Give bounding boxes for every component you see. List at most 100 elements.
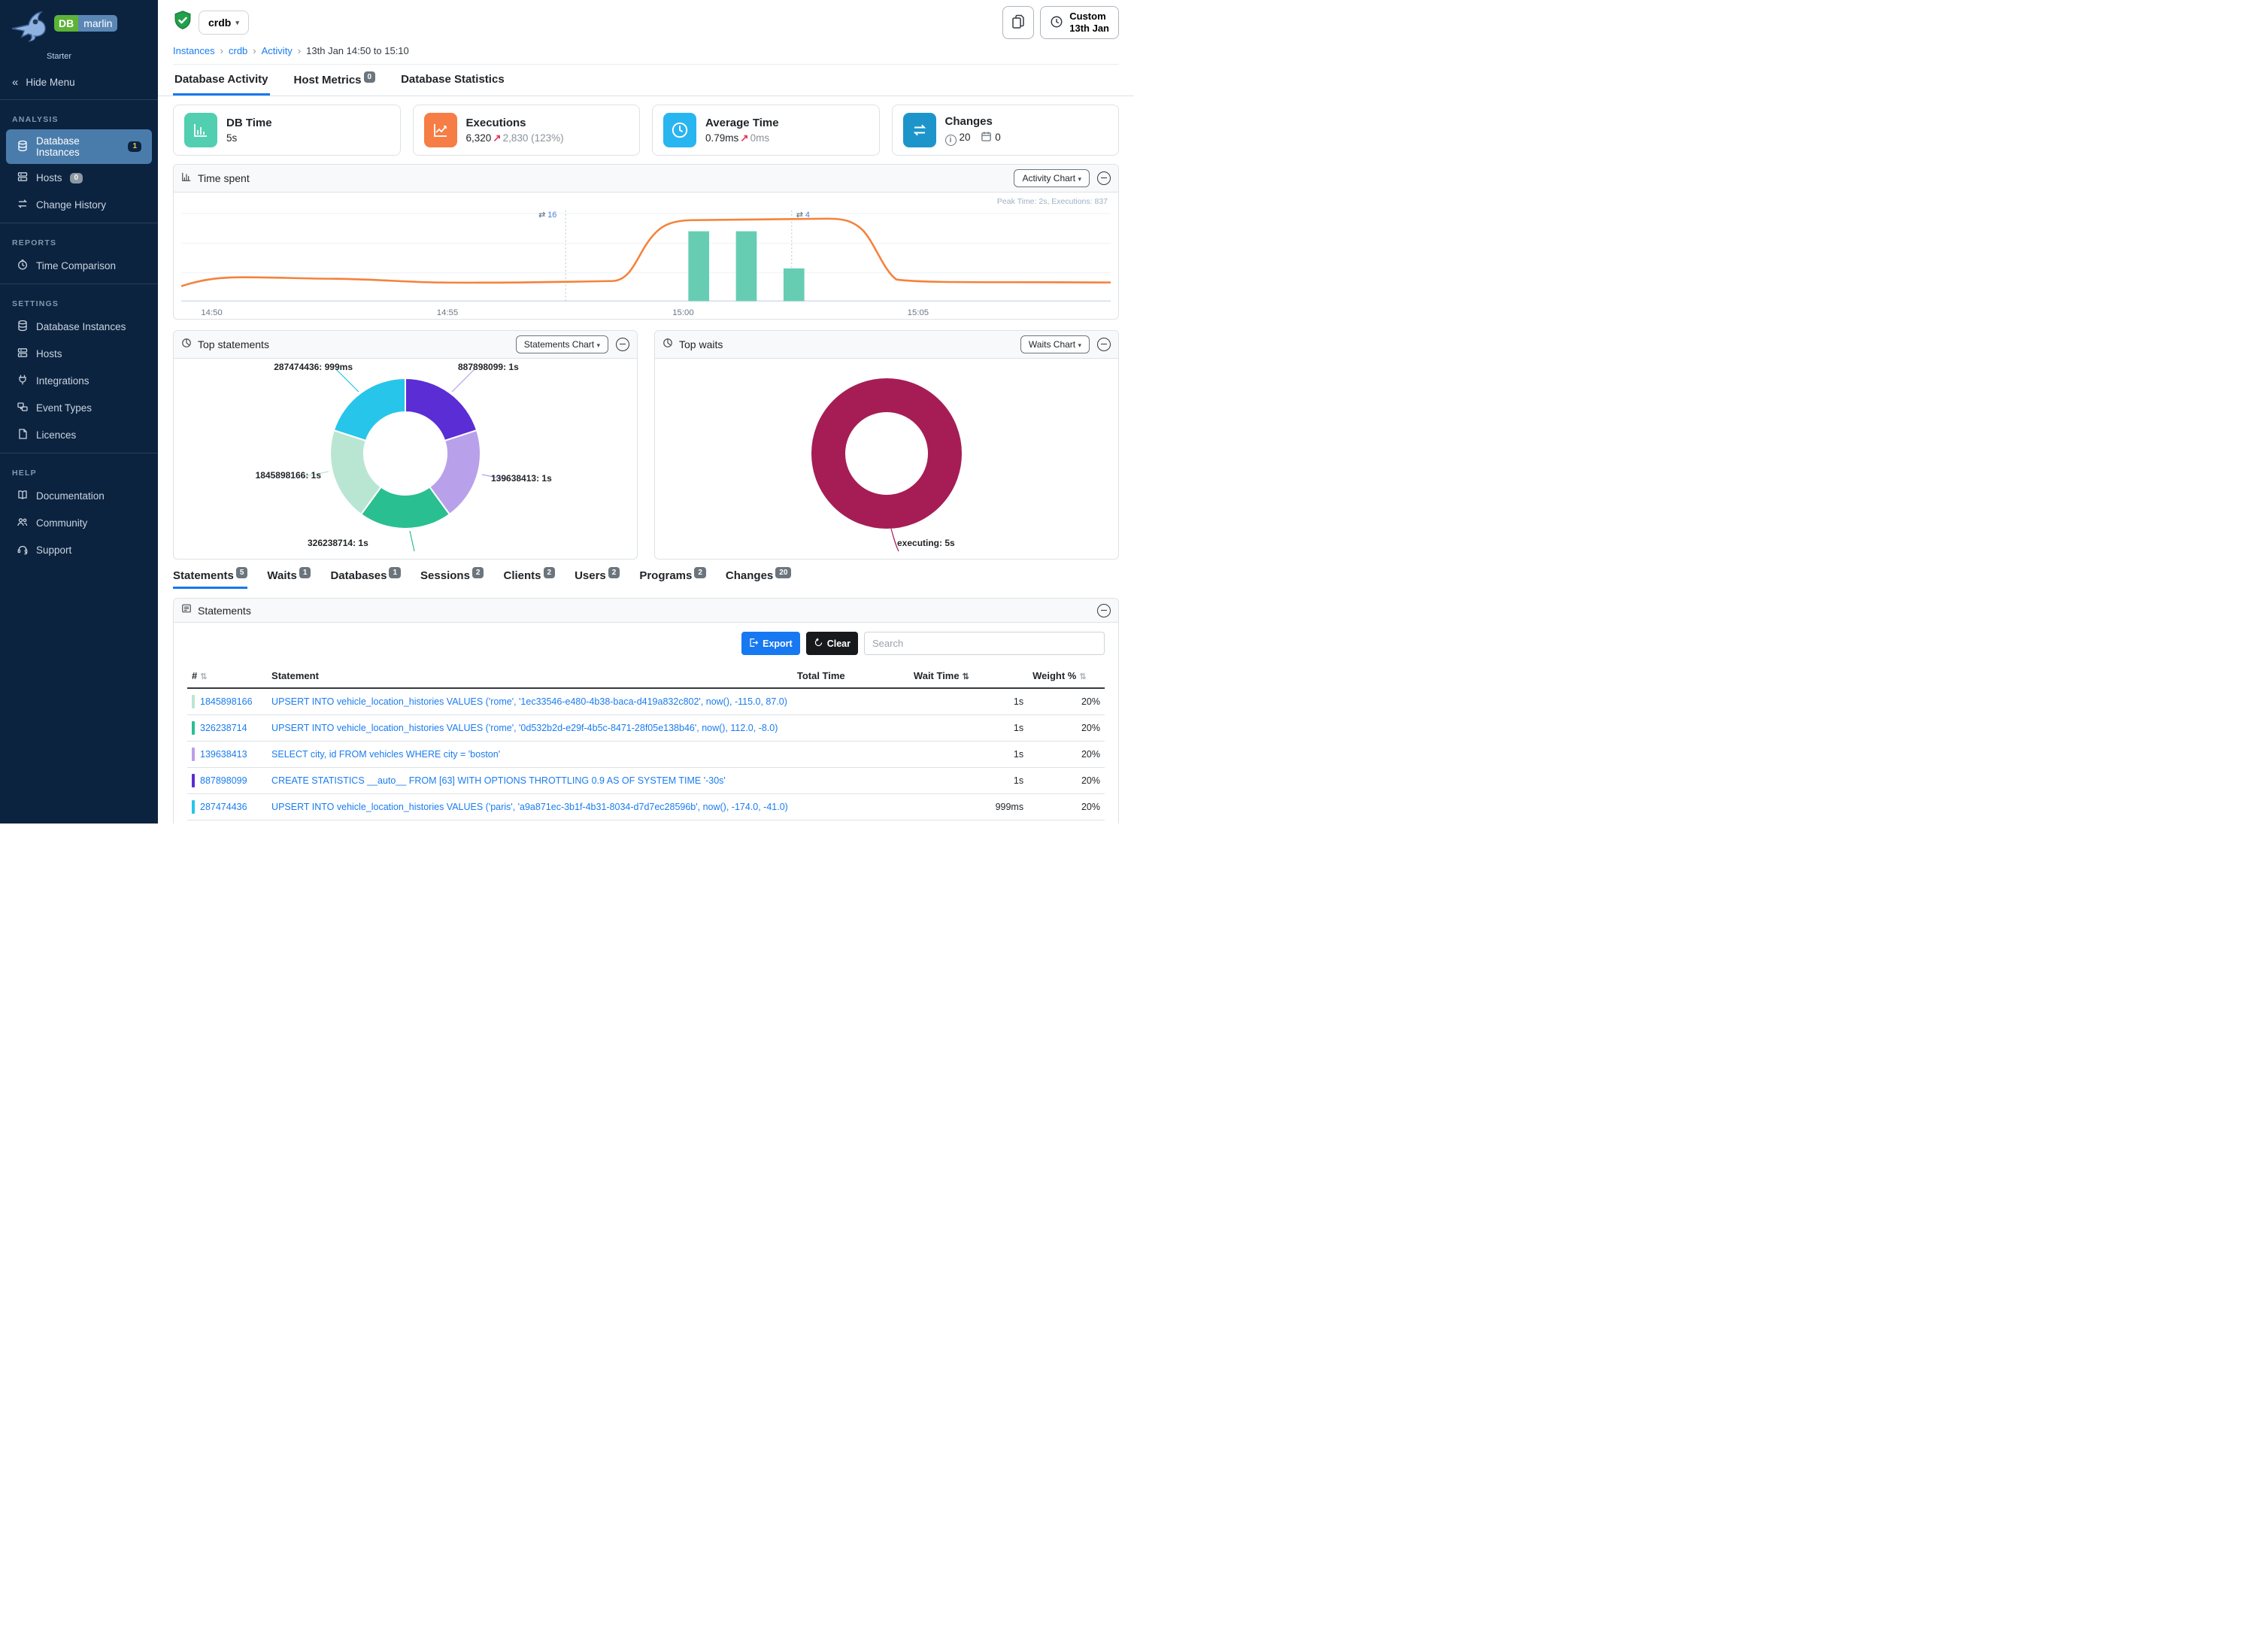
weight-value: 20%: [1028, 767, 1105, 794]
weight-value: 20%: [1028, 714, 1105, 742]
line-chart-icon: [423, 113, 457, 147]
sidebar-item-event-types[interactable]: Event Types: [6, 395, 152, 421]
tab-sessions[interactable]: Sessions 2: [420, 567, 484, 589]
collapse-panel-icon[interactable]: [1097, 338, 1111, 351]
copy-link-button[interactable]: [1002, 6, 1035, 39]
tab-changes[interactable]: Changes 20: [726, 567, 792, 589]
column-header-weight[interactable]: Weight % ⇅: [1028, 664, 1105, 689]
weight-value: 20%: [1028, 688, 1105, 715]
statements-donut-chart[interactable]: 287474436: 999ms 887898099: 1s 184589816…: [174, 359, 637, 559]
tab-users[interactable]: Users 2: [575, 567, 620, 589]
change-marker-label[interactable]: ⇄ 4: [796, 211, 810, 220]
collapse-panel-icon[interactable]: [616, 338, 629, 351]
hide-menu-button[interactable]: « Hide Menu: [12, 76, 75, 89]
time-range-mode: Custom: [1069, 10, 1106, 22]
swap-arrows-icon: ⇄: [796, 211, 803, 220]
statement-sql-link[interactable]: UPSERT INTO vehicle_location_histories V…: [271, 802, 788, 812]
tab-statements[interactable]: Statements 5: [173, 567, 248, 589]
statements-chart-selector[interactable]: Statements Chart ▾: [515, 335, 608, 353]
marlin-fish-icon: [11, 9, 54, 46]
breadcrumb-instances[interactable]: Instances: [173, 45, 215, 56]
count-badge: 0: [69, 172, 83, 184]
sidebar-item-community[interactable]: Community: [6, 510, 152, 536]
statement-id-link[interactable]: 139638413: [200, 749, 247, 760]
search-input[interactable]: [864, 632, 1105, 655]
sidebar-item-settings-database-instances[interactable]: Database Instances: [6, 314, 152, 340]
table-row: 326238714 UPSERT INTO vehicle_location_h…: [187, 714, 1105, 742]
tab-databases[interactable]: Databases 1: [330, 567, 402, 589]
bar-chart-icon: [184, 113, 217, 147]
statement-sql-link[interactable]: SELECT city, id FROM vehicles WHERE city…: [271, 749, 501, 760]
instance-selector[interactable]: crdb ▾: [199, 11, 249, 35]
column-header-wait-time[interactable]: Wait Time ⇅: [908, 664, 1029, 689]
statement-sql-link[interactable]: UPSERT INTO vehicle_location_histories V…: [271, 696, 787, 707]
pie-chart-icon: [663, 338, 673, 352]
copy-icon: [1011, 14, 1025, 32]
section-reports: REPORTS: [12, 238, 57, 247]
weight-value: 20%: [1028, 741, 1105, 768]
activity-chart-selector[interactable]: Activity Chart ▾: [1014, 169, 1090, 187]
statement-color-bar: [192, 800, 195, 814]
statement-sql-link[interactable]: UPSERT INTO vehicle_location_histories V…: [271, 723, 778, 733]
statement-id-link[interactable]: 1845898166: [200, 696, 253, 707]
column-header-total-time[interactable]: Total Time: [792, 664, 909, 689]
pie-chart-icon: [181, 338, 192, 352]
people-icon: [17, 516, 29, 530]
statement-color-bar: [192, 748, 195, 761]
column-header-statement[interactable]: Statement: [267, 664, 793, 689]
wait-time-value: 1s: [908, 767, 1029, 794]
waits-chart-selector[interactable]: Waits Chart ▾: [1020, 335, 1090, 353]
clear-button[interactable]: Clear: [805, 632, 858, 655]
db-time-line: [181, 217, 1111, 287]
top-statements-panel: Top statements Statements Chart ▾: [173, 330, 638, 560]
time-range-button[interactable]: Custom 13th Jan: [1040, 6, 1119, 39]
collapse-panel-icon[interactable]: [1097, 171, 1111, 185]
statement-id-link[interactable]: 887898099: [200, 775, 247, 786]
tab-clients[interactable]: Clients 2: [503, 567, 556, 589]
table-toolbar: Export Clear: [187, 632, 1105, 655]
sidebar-item-settings-hosts[interactable]: Hosts: [6, 341, 152, 367]
change-marker-label[interactable]: ⇄ 16: [538, 211, 556, 220]
breadcrumb-activity[interactable]: Activity: [261, 45, 293, 56]
sidebar-item-time-comparison[interactable]: Time Comparison: [6, 253, 152, 279]
count-badge: 1: [389, 567, 402, 578]
export-button[interactable]: Export: [741, 632, 800, 655]
x-axis-tick: 14:50: [201, 308, 222, 317]
sidebar-item-support[interactable]: Support: [6, 537, 152, 563]
sidebar-item-integrations[interactable]: Integrations: [6, 368, 152, 394]
waits-donut-chart[interactable]: executing: 5s: [655, 359, 1118, 559]
panel-title: Time spent: [198, 172, 250, 184]
executions-bar: [688, 231, 710, 302]
tab-database-activity[interactable]: Database Activity: [173, 65, 270, 96]
clock-icon: [1050, 15, 1063, 31]
server-icon: [17, 171, 29, 185]
database-icon: [17, 140, 29, 154]
export-icon: [749, 638, 759, 650]
tab-host-metrics[interactable]: Host Metrics 0: [293, 65, 377, 96]
sidebar-item-hosts[interactable]: Hosts 0: [6, 165, 152, 191]
count-badge: 2: [471, 567, 484, 578]
tab-programs[interactable]: Programs 2: [639, 567, 706, 589]
count-badge: 5: [235, 567, 248, 578]
top-header: crdb ▾ Custom 13th Jan: [158, 0, 1134, 65]
statement-sql-link[interactable]: CREATE STATISTICS __auto__ FROM [63] WIT…: [271, 775, 726, 786]
time-spent-chart[interactable]: ⇄ 16 ⇄ 4 14:50 14:55 15:00 15:05: [181, 206, 1111, 317]
server-icon: [17, 347, 29, 361]
sidebar-item-change-history[interactable]: Change History: [6, 192, 152, 218]
sidebar-item-documentation[interactable]: Documentation: [6, 483, 152, 509]
column-header-id[interactable]: # ⇅: [187, 664, 268, 689]
tab-database-statistics[interactable]: Database Statistics: [401, 73, 505, 86]
section-help: HELP: [12, 469, 37, 478]
collapse-panel-icon[interactable]: [1097, 603, 1111, 617]
sidebar-item-licences[interactable]: Licences: [6, 422, 152, 448]
licence-document-icon: [17, 428, 29, 442]
breadcrumb-crdb[interactable]: crdb: [229, 45, 248, 56]
health-shield-icon: [173, 10, 193, 35]
statement-id-link[interactable]: 287474436: [200, 802, 247, 812]
tab-waits[interactable]: Waits 1: [267, 567, 311, 589]
statement-id-link[interactable]: 326238714: [200, 723, 247, 733]
wait-time-value: 1s: [908, 741, 1029, 768]
executions-bar: [783, 268, 805, 302]
trend-up-icon: ↗: [493, 132, 502, 144]
sidebar-item-database-instances[interactable]: Database Instances 1: [6, 129, 152, 164]
